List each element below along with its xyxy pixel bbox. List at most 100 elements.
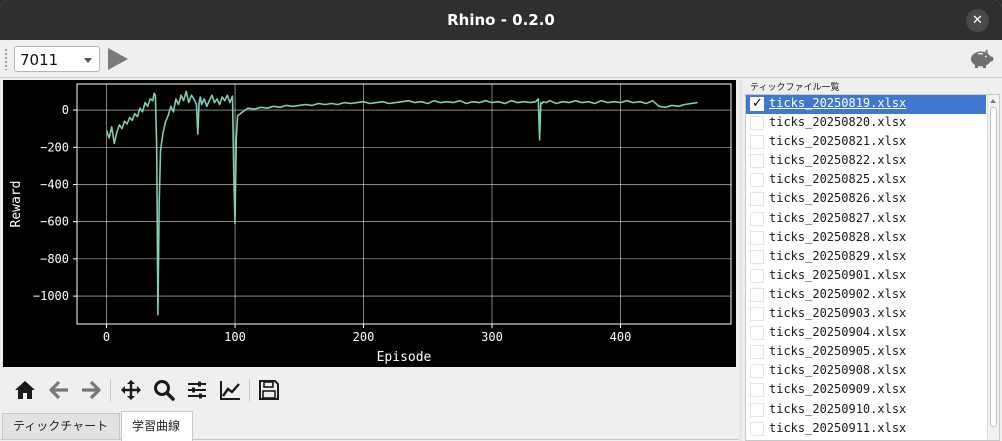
file-name: ticks_20250826.xlsx xyxy=(769,191,907,206)
combo-box-value: 7011 xyxy=(20,51,59,69)
tab-bar-divider xyxy=(0,439,740,440)
file-checkbox[interactable] xyxy=(750,211,764,226)
file-list-item[interactable]: ticks_20250908.xlsx xyxy=(746,362,986,381)
axes-frame xyxy=(76,83,732,325)
file-list-item[interactable]: ticks_20250909.xlsx xyxy=(746,381,986,400)
file-checkbox[interactable] xyxy=(750,402,764,417)
file-list-item[interactable]: ticks_20250910.xlsx xyxy=(746,401,986,420)
x-tick-label: 300 xyxy=(481,330,503,344)
window-title: Rhino - 0.2.0 xyxy=(447,11,555,29)
file-checkbox[interactable] xyxy=(750,135,764,150)
combo-box[interactable]: 7011 xyxy=(14,46,100,72)
save-icon xyxy=(259,380,279,400)
file-checkbox[interactable] xyxy=(750,345,764,360)
pan-move-icon xyxy=(121,380,141,400)
file-name: ticks_20250908.xlsx xyxy=(769,363,907,378)
y-tick-label: −600 xyxy=(40,215,69,229)
file-checkbox[interactable] xyxy=(750,268,764,283)
file-checkbox[interactable] xyxy=(750,287,764,302)
file-list-item[interactable]: ✓ ticks_20250819.xlsx xyxy=(746,95,986,115)
x-tick-label: 0 xyxy=(103,330,110,344)
file-list-label: ティックファイル一覧 xyxy=(750,83,840,93)
toolbar-separator xyxy=(249,379,250,401)
file-list-item[interactable]: ticks_20250911.xlsx xyxy=(746,420,986,439)
y-tick-label: 0 xyxy=(62,103,69,117)
file-name: ticks_20250827.xlsx xyxy=(769,210,907,225)
y-tick-label: −1000 xyxy=(33,289,69,303)
file-list-item[interactable]: ticks_20250825.xlsx xyxy=(746,171,986,190)
y-tick-label: −200 xyxy=(40,140,69,154)
home-icon xyxy=(15,381,35,399)
file-name: ticks_20250819.xlsx xyxy=(769,96,907,110)
file-name: ticks_20250828.xlsx xyxy=(769,229,907,244)
file-name: ticks_20250902.xlsx xyxy=(769,286,907,301)
vertical-scrollbar[interactable] xyxy=(987,95,999,440)
piggy-bank-icon[interactable] xyxy=(968,48,994,70)
file-name: ticks_20250901.xlsx xyxy=(769,267,907,282)
x-tick-label: 400 xyxy=(610,330,632,344)
file-name: ticks_20250822.xlsx xyxy=(769,153,907,168)
play-icon xyxy=(108,48,128,70)
play-button[interactable] xyxy=(106,47,130,71)
checkmark-icon: ✓ xyxy=(752,96,763,111)
file-checkbox[interactable]: ✓ xyxy=(750,96,764,111)
pan-button[interactable] xyxy=(117,376,145,404)
forward-button[interactable] xyxy=(77,376,105,404)
file-checkbox[interactable] xyxy=(750,249,764,264)
tab-learning-curve[interactable]: 学習曲線 xyxy=(121,411,193,441)
toolbar-grip-handle[interactable] xyxy=(4,48,8,70)
file-checkbox[interactable] xyxy=(750,326,764,341)
chevron-down-icon xyxy=(84,58,92,63)
back-button[interactable] xyxy=(45,376,73,404)
file-checkbox[interactable] xyxy=(750,307,764,322)
file-list-item[interactable]: ticks_20250822.xlsx xyxy=(746,152,986,171)
file-list-item[interactable]: ticks_20250902.xlsx xyxy=(746,286,986,305)
file-list-item[interactable]: ticks_20250905.xlsx xyxy=(746,343,986,362)
file-list-item[interactable]: ticks_20250827.xlsx xyxy=(746,210,986,229)
x-tick-label: 100 xyxy=(224,330,246,344)
edit-axis-button[interactable] xyxy=(216,376,244,404)
x-tick-label: 200 xyxy=(353,330,375,344)
file-name: ticks_20250820.xlsx xyxy=(769,115,907,130)
file-list-item[interactable]: ticks_20250829.xlsx xyxy=(746,248,986,267)
forward-arrow-icon xyxy=(82,380,101,400)
file-list-item[interactable]: ticks_20250821.xlsx xyxy=(746,133,986,152)
chart-svg: 0 100 200 300 400 0 −200 −400 −600 −800 −1000 Episo… xyxy=(9,83,732,365)
file-name: ticks_20250829.xlsx xyxy=(769,248,907,263)
file-list-item[interactable]: ticks_20250904.xlsx xyxy=(746,324,986,343)
scrollbar-thumb[interactable] xyxy=(990,107,997,427)
file-checkbox[interactable] xyxy=(750,116,764,131)
y-tick-label: −400 xyxy=(40,177,69,191)
file-list-item[interactable]: ticks_20250820.xlsx xyxy=(746,114,986,133)
file-name: ticks_20250821.xlsx xyxy=(769,134,907,149)
learning-curve-plot[interactable]: 0 100 200 300 400 0 −200 −400 −600 −800 −1000 Episo… xyxy=(3,80,736,367)
tab-tick-chart[interactable]: ティックチャート xyxy=(2,413,120,439)
close-button[interactable]: ✕ xyxy=(966,9,989,32)
file-checkbox[interactable] xyxy=(750,364,764,379)
file-checkbox[interactable] xyxy=(750,421,764,436)
file-checkbox[interactable] xyxy=(750,154,764,169)
save-figure-button[interactable] xyxy=(255,376,283,404)
configure-subplots-icon xyxy=(188,381,206,399)
file-list-item[interactable]: ticks_20250901.xlsx xyxy=(746,267,986,286)
configure-subplots-button[interactable] xyxy=(183,376,211,404)
file-checkbox[interactable] xyxy=(750,383,764,398)
file-name: ticks_20250825.xlsx xyxy=(769,172,907,187)
file-checkbox[interactable] xyxy=(750,230,764,245)
file-checkbox[interactable] xyxy=(750,173,764,188)
file-list-item[interactable]: ticks_20250828.xlsx xyxy=(746,229,986,248)
edit-axis-curves-icon xyxy=(220,381,240,400)
back-arrow-icon xyxy=(49,380,68,400)
file-name: ticks_20250903.xlsx xyxy=(769,306,907,321)
file-list-item[interactable]: ticks_20250903.xlsx xyxy=(746,305,986,324)
file-checkbox[interactable] xyxy=(750,192,764,207)
series-line xyxy=(105,90,698,316)
panel-splitter[interactable] xyxy=(739,80,742,441)
file-list-item[interactable]: ticks_20250826.xlsx xyxy=(746,190,986,209)
scroll-up-arrow-icon[interactable] xyxy=(990,99,996,103)
zoom-button[interactable] xyxy=(150,376,178,404)
home-button[interactable] xyxy=(11,376,39,404)
file-name: ticks_20250904.xlsx xyxy=(769,325,907,340)
